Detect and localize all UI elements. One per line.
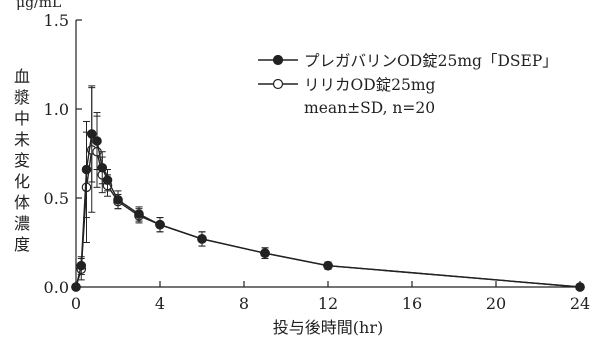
- data-point: [575, 282, 585, 292]
- y-unit-label: μg/mL: [16, 0, 61, 11]
- data-point: [81, 164, 92, 175]
- legend-marker-series-2: [272, 78, 284, 90]
- y-axis-title-char: 変: [14, 151, 30, 170]
- plot-area: [71, 85, 585, 292]
- y-axis-title-char: 体: [14, 193, 30, 212]
- y-tick-label: 1.0: [44, 100, 69, 119]
- y-axis-title-char: 濃: [14, 214, 30, 233]
- data-point: [113, 194, 123, 205]
- series-line: [75, 132, 581, 288]
- y-tick-label: 1.5: [44, 11, 69, 30]
- data-point: [76, 260, 87, 271]
- y-tick-label: 0.0: [44, 278, 69, 297]
- data-point: [260, 248, 270, 258]
- data-point: [71, 282, 81, 292]
- data-point: [155, 219, 165, 230]
- x-tick-label: 24: [570, 294, 590, 313]
- data-point: [323, 260, 333, 271]
- x-tick-label: 4: [155, 294, 165, 313]
- series-2: [71, 87, 585, 292]
- legend-note: mean±SD, n=20: [304, 99, 435, 117]
- x-tick-label: 16: [402, 294, 422, 313]
- x-ticks: 0 4 8 12 16 20 24: [71, 281, 590, 313]
- y-ticks: 0.0 0.5 1.0 1.5: [44, 11, 82, 297]
- x-tick-label: 12: [318, 294, 338, 313]
- legend-label-series-1: プレガバリンOD錠25mg「DSEP」: [304, 52, 558, 70]
- data-point: [97, 162, 108, 173]
- x-tick-label: 20: [486, 294, 506, 313]
- data-point: [102, 175, 113, 185]
- legend: プレガバリンOD錠25mg「DSEP」 リリカOD錠25mg mean±SD, …: [258, 52, 558, 117]
- legend-marker-series-1: [272, 54, 284, 66]
- data-point: [86, 129, 97, 139]
- data-point: [92, 136, 102, 146]
- legend-label-series-2: リリカOD錠25mg: [304, 76, 436, 94]
- y-axis-title-char: 未: [14, 130, 30, 149]
- y-tick-label: 0.5: [44, 189, 69, 208]
- x-tick-label: 0: [71, 294, 81, 313]
- series-1: [71, 85, 585, 292]
- y-axis-title-char: 血: [14, 67, 30, 86]
- y-axis-title-char: 中: [14, 109, 30, 128]
- data-point: [134, 209, 144, 219]
- y-axis-title-char: 漿: [14, 88, 30, 107]
- y-axis-title-char: 度: [14, 235, 30, 254]
- x-axis-title: 投与後時間(hr): [273, 318, 383, 337]
- data-point: [197, 234, 207, 244]
- y-axis-title-char: 化: [14, 172, 30, 191]
- x-tick-label: 8: [239, 294, 249, 313]
